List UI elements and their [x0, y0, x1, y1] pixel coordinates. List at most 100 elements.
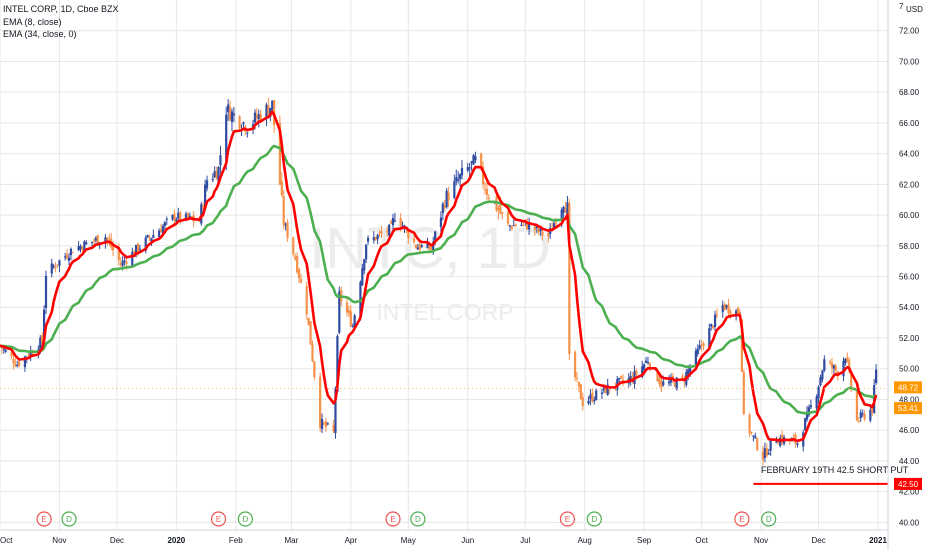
level-tag: 42.50: [898, 480, 919, 489]
candle-body: [687, 369, 690, 375]
candle-body: [575, 378, 579, 380]
candle-body: [292, 237, 295, 254]
candle-body: [428, 245, 431, 250]
x-tick-label: Mar: [284, 536, 298, 545]
ema-slow-line: [0, 144, 877, 415]
dividend-marker[interactable]: D: [410, 511, 426, 527]
candle-body: [656, 370, 659, 382]
candle-body: [81, 247, 84, 251]
candle-body: [817, 386, 820, 399]
candle-body: [14, 363, 17, 367]
candle-body: [205, 180, 209, 189]
ema-fast-legend[interactable]: EMA (8, close): [3, 17, 62, 27]
candle-body: [455, 177, 458, 182]
marker-letter: D: [591, 515, 597, 524]
earnings-marker[interactable]: E: [36, 511, 52, 527]
candle-body: [457, 179, 460, 181]
candle-body: [698, 345, 701, 349]
candle-body: [41, 335, 44, 342]
candle-body: [445, 190, 448, 208]
dividend-marker[interactable]: D: [761, 511, 777, 527]
candle-body: [604, 385, 607, 394]
candle-body: [69, 248, 73, 256]
candle-body: [179, 212, 182, 221]
earnings-marker[interactable]: E: [559, 511, 576, 527]
candle-body: [595, 390, 598, 401]
candle-body: [669, 377, 673, 383]
dividend-marker[interactable]: D: [61, 511, 77, 527]
candle-body: [215, 171, 218, 180]
candle-body: [376, 234, 379, 240]
candle-body: [539, 228, 542, 232]
candle-body: [227, 104, 230, 113]
candle-body: [832, 365, 836, 369]
candle-body: [869, 409, 872, 421]
candle-body: [188, 215, 191, 217]
candle-body: [83, 241, 86, 253]
candle-body: [71, 252, 74, 254]
marker-circle: [586, 511, 602, 527]
candle-body: [621, 379, 625, 382]
candle-body: [320, 419, 324, 430]
candle-body: [296, 256, 299, 273]
candle-body: [372, 237, 375, 241]
candle-body: [238, 116, 241, 129]
y-tick-label: 52.00: [899, 334, 920, 343]
candle-body: [77, 246, 80, 251]
candle-body: [42, 309, 46, 344]
candle-body: [602, 385, 605, 391]
candle-body: [562, 207, 565, 213]
candle-body: [474, 156, 477, 161]
candle-body: [644, 360, 648, 363]
dividend-marker[interactable]: D: [237, 511, 253, 527]
candle-body: [432, 241, 435, 251]
candle-body: [311, 344, 314, 362]
ema-lines: [0, 110, 878, 443]
dividend-marker[interactable]: D: [586, 511, 602, 527]
candle-body: [554, 222, 558, 224]
candle-body: [850, 374, 853, 389]
earnings-marker[interactable]: E: [734, 511, 750, 527]
candle-body: [499, 205, 502, 214]
candle-body: [401, 225, 404, 227]
candle-body: [200, 204, 203, 224]
x-tick-label: Nov: [754, 536, 768, 545]
candle-body: [347, 310, 350, 314]
candle-body: [756, 438, 759, 451]
marker-circle: [210, 511, 227, 527]
price-tags: 48.72 53.41 42.50: [894, 381, 922, 490]
candle-body: [135, 244, 138, 256]
candle-body: [219, 155, 222, 166]
candle-body: [31, 352, 34, 354]
candle-body: [715, 314, 719, 316]
ema-tag: 53.41: [898, 404, 919, 413]
candle-body: [353, 315, 356, 328]
candle-body: [148, 236, 151, 239]
candle-body: [326, 423, 329, 425]
ema-slow-legend[interactable]: EMA (34, close, 0): [3, 29, 77, 39]
candle-body: [265, 104, 268, 120]
marker-circle: [385, 511, 401, 527]
candle-body: [213, 171, 216, 178]
candle-body: [150, 238, 153, 242]
candle-body: [430, 246, 433, 250]
candle-body: [282, 195, 285, 225]
candle-body: [225, 114, 228, 161]
last-price-tag-bg: [894, 381, 922, 394]
earnings-marker[interactable]: E: [385, 511, 401, 527]
candle-body: [284, 224, 287, 226]
x-tick-label: Nov: [52, 536, 66, 545]
x-tick-label: Sep: [637, 536, 652, 545]
candle-body: [485, 188, 489, 195]
candle-body: [821, 370, 824, 380]
marker-letter: D: [242, 515, 248, 524]
earnings-marker[interactable]: E: [210, 511, 227, 527]
candle-body: [319, 376, 322, 428]
candle-body: [92, 240, 96, 242]
ema-fast-line: [0, 110, 878, 443]
candle-body: [552, 223, 556, 228]
candle-body: [299, 279, 303, 283]
